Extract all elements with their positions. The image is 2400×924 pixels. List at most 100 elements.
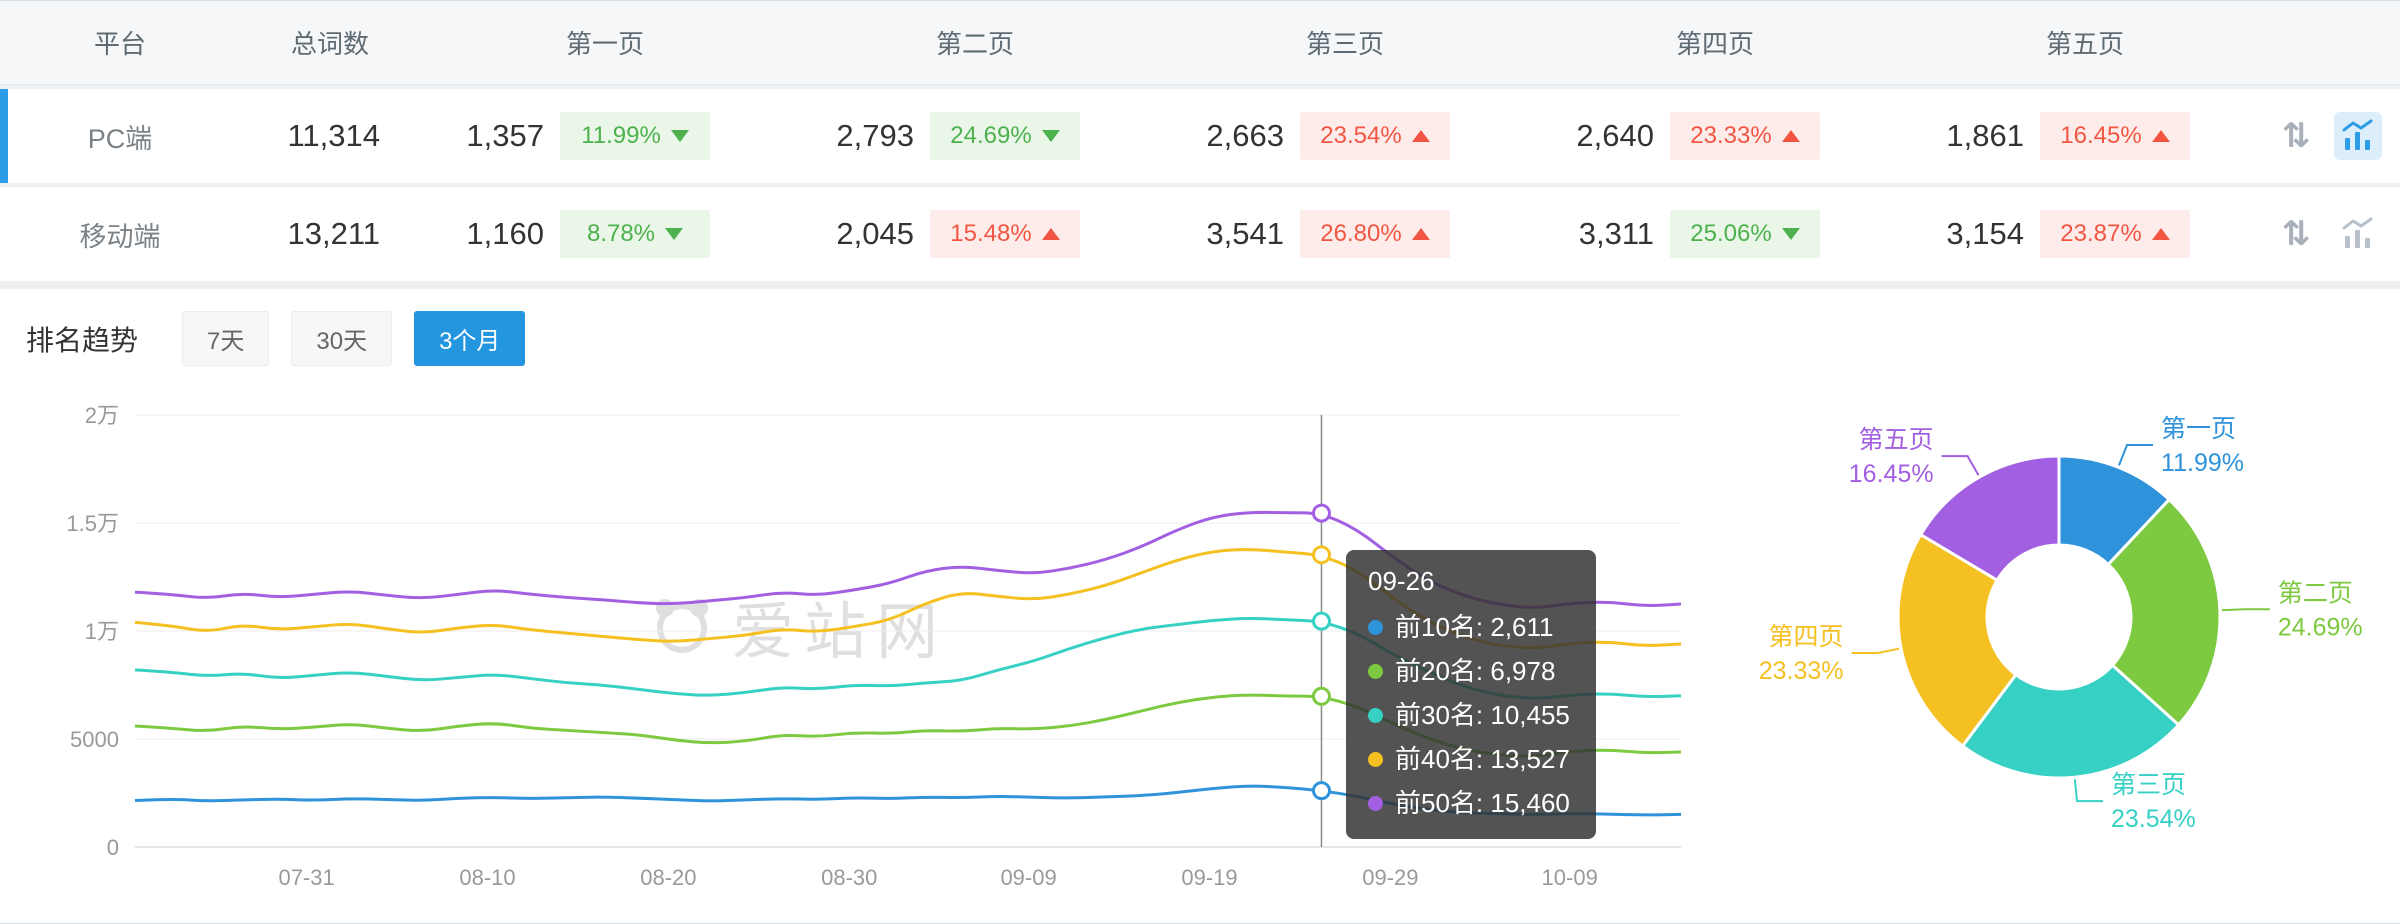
page5-cell: 3,154 23.87%	[1900, 210, 2270, 258]
page5-count: 3,154	[1946, 216, 2024, 251]
label-leader-line	[2221, 608, 2270, 612]
trend-header: 排名趋势 7天 30天 3个月	[0, 289, 2400, 366]
tooltip-date: 09-26	[1368, 566, 1435, 596]
page2-cell: 2,045 15.48%	[790, 210, 1160, 258]
column-header-page2: 第二页	[935, 29, 1014, 59]
x-axis-label: 08-30	[821, 865, 877, 890]
page5-change-badge: 23.87%	[2040, 210, 2190, 258]
trend-chart-icon[interactable]	[2334, 112, 2382, 160]
page2-change-badge: 15.48%	[930, 210, 1080, 258]
y-axis-label: 1.5万	[66, 511, 119, 536]
trend-arrow-icon	[2151, 130, 2170, 142]
donut-label-name: 第二页	[2278, 579, 2353, 607]
page3-count: 2,663	[1206, 118, 1284, 153]
trend-arrow-icon	[1411, 228, 1430, 240]
donut-label-pct: 23.54%	[2111, 805, 2196, 833]
series-dot-icon	[1368, 795, 1383, 811]
page4-count: 3,311	[1578, 216, 1654, 251]
trend-arrow-icon	[2151, 228, 2170, 240]
donut-label-name: 第五页	[1859, 426, 1934, 454]
table-row-pc[interactable]: PC端 11,314 1,357 11.99% 2,793 24.69% 2,6…	[0, 89, 2400, 183]
platform-label: PC端	[87, 123, 153, 154]
marker-point-前10名	[1311, 781, 1331, 801]
trend-arrow-icon	[1411, 130, 1430, 142]
page4-change-badge: 25.06%	[1670, 210, 1820, 258]
page1-count: 1,357	[466, 118, 544, 153]
donut-slice-第三页[interactable]	[1960, 663, 2181, 780]
donut-slice-第四页[interactable]	[1896, 532, 2018, 749]
trend-title: 排名趋势	[26, 324, 139, 356]
x-axis-label: 09-29	[1362, 865, 1418, 890]
tab-30-days[interactable]: 30天	[291, 311, 393, 366]
trend-arrow-icon	[1781, 130, 1800, 142]
tab-7-days[interactable]: 7天	[182, 311, 270, 366]
chart-tooltip: 09-26 前10名: 2,611 前20名: 6,978 前30名: 10,455…	[1346, 550, 1596, 839]
page4-change-badge: 23.33%	[1670, 112, 1820, 160]
total-words-value: 11,314	[287, 118, 380, 153]
label-leader-line	[1941, 455, 1980, 476]
trend-arrow-icon	[1041, 130, 1060, 142]
bar-line-chart-icon	[2342, 217, 2373, 248]
page5-change-badge: 16.45%	[2040, 112, 2190, 160]
page1-count: 1,160	[466, 216, 544, 251]
table-header: 平台 总词数 第一页 第二页 第三页 第四页 第五页	[0, 1, 2400, 85]
tooltip-row: 前50名: 15,460	[1368, 781, 1570, 825]
page2-change-badge: 24.69%	[930, 112, 1080, 160]
platform-label: 移动端	[79, 221, 161, 252]
tab-3-months[interactable]: 3个月	[414, 311, 526, 366]
trend-chart-icon[interactable]	[2334, 210, 2382, 258]
total-words-value: 13,211	[287, 216, 380, 251]
tooltip-row: 前40名: 13,527	[1368, 737, 1570, 781]
x-axis-label: 10-09	[1542, 865, 1598, 890]
page2-cell: 2,793 24.69%	[790, 112, 1160, 160]
series-dot-icon	[1368, 751, 1383, 767]
table-row-mobile[interactable]: 移动端 13,211 1,160 8.78% 2,045 15.48% 3,54…	[0, 187, 2400, 281]
trend-arrow-icon	[1041, 228, 1060, 240]
trend-arrow-icon	[665, 228, 684, 240]
page1-change-badge: 8.78%	[560, 210, 710, 258]
label-leader-line	[1851, 647, 1900, 654]
donut-label-name: 第四页	[1769, 623, 1844, 651]
rank-trend-panel: 排名趋势 7天 30天 3个月 爱站网 0 5000 1万 1.5万 2万 07-31 08…	[0, 289, 2400, 923]
series-dot-icon	[1368, 707, 1383, 723]
label-leader-line	[2073, 779, 2103, 803]
chart-tooltip-rows: 前10名: 2,611 前20名: 6,978 前30名: 10,455 前40名: …	[1368, 605, 1570, 825]
page5-count: 1,861	[1946, 118, 2024, 153]
page4-cell: 2,640 23.33%	[1530, 112, 1900, 160]
page3-change-badge: 26.80%	[1300, 210, 1450, 258]
y-axis-label: 5000	[70, 727, 119, 752]
y-axis-label: 2万	[85, 403, 119, 428]
compare-sort-icon[interactable]: ⇅	[2281, 117, 2311, 155]
marker-point-前30名	[1311, 611, 1331, 631]
tooltip-row: 前20名: 6,978	[1368, 649, 1570, 693]
page3-count: 3,541	[1206, 216, 1284, 251]
page-distribution-donut-chart[interactable]: 第一页 11.99% 第二页 24.69% 第三页 23.54% 第四页 23.33% 第五页 1…	[1700, 363, 2400, 923]
row-actions: ⇅	[2270, 210, 2400, 258]
marker-point-前50名	[1311, 503, 1331, 523]
series-dot-icon	[1368, 619, 1383, 635]
donut-slice-第二页[interactable]	[2106, 497, 2222, 727]
trend-range-tabs: 7天 30天 3个月	[182, 311, 526, 366]
donut-label-name: 第一页	[2161, 415, 2236, 443]
marker-point-前40名	[1311, 545, 1331, 565]
compare-sort-icon[interactable]: ⇅	[2281, 215, 2311, 253]
donut-slice-第五页[interactable]	[1918, 454, 2061, 583]
page3-change-badge: 23.54%	[1300, 112, 1450, 160]
page2-count: 2,045	[836, 216, 914, 251]
x-axis-label: 07-31	[278, 865, 334, 890]
page3-cell: 2,663 23.54%	[1160, 112, 1530, 160]
donut-label-name: 第三页	[2111, 771, 2186, 799]
page1-change-badge: 11.99%	[560, 112, 710, 160]
x-axis-label: 08-20	[640, 865, 696, 890]
trend-arrow-icon	[1781, 228, 1800, 240]
column-header-page4: 第四页	[1675, 29, 1754, 59]
x-axis-label: 08-10	[459, 865, 515, 890]
donut-label-pct: 24.69%	[2278, 613, 2363, 641]
row-actions: ⇅	[2270, 112, 2400, 160]
page2-count: 2,793	[836, 118, 914, 153]
donut-label-pct: 16.45%	[1849, 460, 1934, 488]
y-axis-label: 1万	[85, 619, 119, 644]
page1-cell: 1,160 8.78%	[420, 210, 790, 258]
y-axis-label: 0	[107, 835, 119, 860]
